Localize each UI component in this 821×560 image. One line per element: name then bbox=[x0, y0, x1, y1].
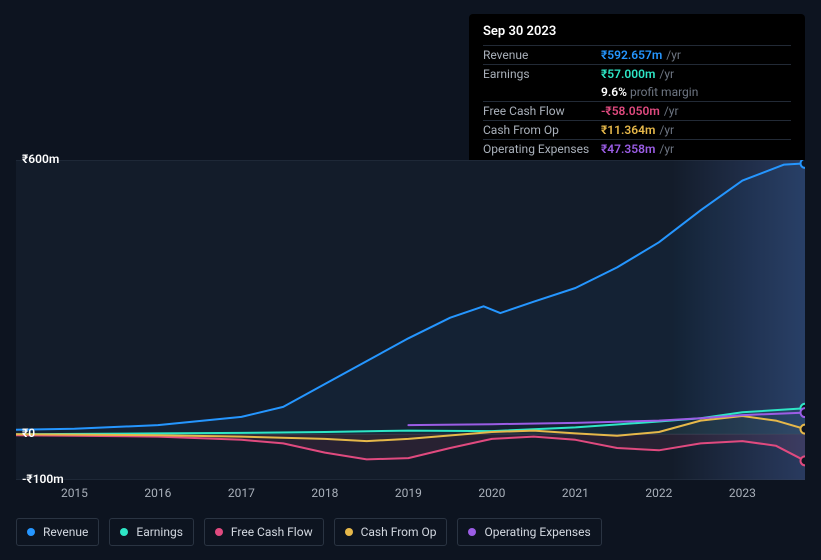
row-label: Revenue bbox=[483, 48, 601, 62]
x-axis-label: 2021 bbox=[562, 486, 589, 500]
legend-label: Earnings bbox=[136, 525, 183, 539]
row-unit: /yr bbox=[659, 67, 674, 81]
legend-label: Operating Expenses bbox=[484, 525, 590, 539]
row-unit: /yr bbox=[659, 123, 674, 137]
row-value: ₹11.364m bbox=[601, 123, 655, 137]
chart-area[interactable]: ₹600m₹0-₹100m201520162017201820192020202… bbox=[16, 160, 805, 480]
legend-label: Cash From Op bbox=[361, 525, 437, 539]
tooltip-row-cfo: Cash From Op ₹11.364m /yr bbox=[483, 120, 791, 139]
row-unit: /yr bbox=[664, 104, 679, 118]
legend-dot bbox=[468, 528, 476, 536]
row-value: -₹58.050m bbox=[601, 104, 660, 118]
tooltip-row-fcf: Free Cash Flow -₹58.050m /yr bbox=[483, 101, 791, 120]
legend: Revenue Earnings Free Cash Flow Cash Fro… bbox=[16, 518, 602, 546]
legend-item-fcf[interactable]: Free Cash Flow bbox=[204, 518, 324, 546]
tooltip-row-margin: 9.6% profit margin bbox=[483, 83, 791, 101]
legend-item-cfo[interactable]: Cash From Op bbox=[334, 518, 448, 546]
tooltip-row-opex: Operating Expenses ₹47.358m /yr bbox=[483, 139, 791, 158]
row-label: Earnings bbox=[483, 67, 601, 81]
x-axis-label: 2017 bbox=[228, 486, 255, 500]
legend-label: Revenue bbox=[43, 525, 88, 539]
x-axis-label: 2023 bbox=[729, 486, 756, 500]
line-chart bbox=[16, 160, 805, 480]
y-axis-label: ₹600m bbox=[22, 152, 59, 166]
row-value: ₹57.000m bbox=[601, 67, 655, 81]
legend-dot bbox=[345, 528, 353, 536]
x-axis-label: 2020 bbox=[478, 486, 505, 500]
legend-item-earnings[interactable]: Earnings bbox=[109, 518, 194, 546]
row-unit: /yr bbox=[659, 142, 674, 156]
y-axis-label: -₹100m bbox=[22, 472, 64, 486]
row-label: Free Cash Flow bbox=[483, 104, 601, 118]
row-label: Operating Expenses bbox=[483, 142, 601, 156]
tooltip-panel: Sep 30 2023 Revenue ₹592.657m /yr Earnin… bbox=[469, 14, 805, 166]
legend-dot bbox=[27, 528, 35, 536]
legend-label: Free Cash Flow bbox=[231, 525, 313, 539]
x-axis-label: 2022 bbox=[645, 486, 672, 500]
profit-margin: 9.6% profit margin bbox=[601, 85, 698, 99]
legend-item-opex[interactable]: Operating Expenses bbox=[457, 518, 601, 546]
x-axis-label: 2015 bbox=[61, 486, 88, 500]
y-axis-label: ₹0 bbox=[22, 426, 35, 440]
row-value: ₹47.358m bbox=[601, 142, 655, 156]
row-label: Cash From Op bbox=[483, 123, 601, 137]
row-value: ₹592.657m bbox=[601, 48, 662, 62]
tooltip-date: Sep 30 2023 bbox=[483, 24, 791, 39]
legend-item-revenue[interactable]: Revenue bbox=[16, 518, 99, 546]
tooltip-row-revenue: Revenue ₹592.657m /yr bbox=[483, 45, 791, 64]
row-unit: /yr bbox=[666, 48, 681, 62]
x-axis-label: 2016 bbox=[144, 486, 171, 500]
legend-dot bbox=[120, 528, 128, 536]
tooltip-row-earnings: Earnings ₹57.000m /yr bbox=[483, 64, 791, 83]
x-axis-label: 2019 bbox=[395, 486, 422, 500]
x-axis-label: 2018 bbox=[311, 486, 338, 500]
legend-dot bbox=[215, 528, 223, 536]
